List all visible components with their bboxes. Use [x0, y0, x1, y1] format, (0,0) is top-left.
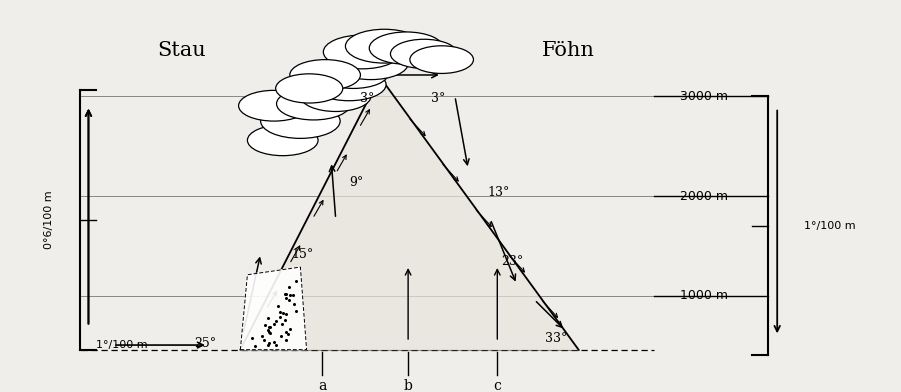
Text: 2000 m: 2000 m: [680, 189, 728, 203]
Text: Stau: Stau: [157, 40, 205, 60]
Circle shape: [390, 39, 458, 69]
Circle shape: [323, 35, 401, 69]
Circle shape: [334, 47, 408, 80]
Circle shape: [369, 32, 443, 64]
Text: 3°: 3°: [431, 92, 445, 105]
Text: 25°: 25°: [195, 338, 216, 350]
Text: 13°: 13°: [487, 186, 510, 199]
Text: 1°/100 m: 1°/100 m: [96, 340, 147, 350]
Circle shape: [290, 60, 360, 91]
Circle shape: [318, 58, 388, 89]
Text: 0°6/100 m: 0°6/100 m: [44, 191, 54, 249]
Text: 23°: 23°: [501, 255, 523, 268]
Circle shape: [277, 88, 350, 120]
Text: 3°: 3°: [360, 92, 375, 105]
Text: 3000 m: 3000 m: [680, 90, 728, 103]
Text: b: b: [404, 379, 413, 392]
Circle shape: [300, 81, 371, 111]
Text: 33°: 33°: [545, 332, 568, 345]
Circle shape: [410, 46, 473, 73]
Text: 15°: 15°: [292, 248, 314, 261]
Polygon shape: [241, 77, 578, 350]
Circle shape: [312, 69, 386, 101]
Text: 1000 m: 1000 m: [680, 289, 728, 302]
Circle shape: [276, 74, 342, 103]
Circle shape: [248, 125, 318, 156]
Text: c: c: [494, 379, 501, 392]
Text: 1°/100 m: 1°/100 m: [804, 221, 855, 231]
Text: 9°: 9°: [349, 176, 363, 189]
Text: Föhn: Föhn: [542, 40, 595, 60]
Circle shape: [239, 91, 309, 121]
Circle shape: [260, 104, 341, 138]
Circle shape: [345, 29, 423, 63]
Polygon shape: [241, 267, 306, 350]
Text: a: a: [318, 379, 327, 392]
